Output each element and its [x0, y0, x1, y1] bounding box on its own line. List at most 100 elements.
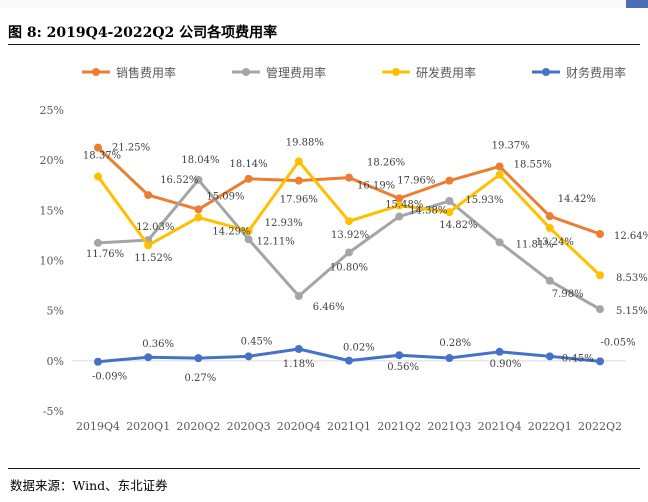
series-3-point	[545, 223, 554, 232]
data-label: 14.38%	[409, 206, 447, 217]
series-3-point	[445, 208, 454, 217]
legend-swatch-marker	[92, 68, 100, 76]
series-4-point	[244, 352, 253, 361]
series-4-point	[294, 344, 303, 353]
series-3-point	[596, 271, 604, 280]
series-2-point	[345, 248, 353, 257]
data-label: 19.88%	[286, 137, 324, 148]
series-3-point	[244, 227, 253, 236]
data-label: 12.03%	[136, 222, 174, 233]
series-2-point	[495, 238, 504, 247]
series-1-point	[345, 173, 353, 182]
y-tick-label: 10%	[40, 255, 64, 268]
data-label: 11.76%	[86, 249, 124, 260]
series-1-point	[495, 162, 504, 171]
legend-swatch-marker	[242, 68, 250, 76]
data-label: 21.25%	[112, 143, 150, 154]
legend-label: 销售费用率	[116, 65, 176, 80]
data-label: 7.98%	[552, 289, 584, 300]
chart-legend: 销售费用率 管理费用率 研发费用率 财务费用率	[82, 65, 626, 80]
data-label: 14.42%	[558, 194, 596, 205]
series-4-point	[545, 352, 554, 361]
data-label: 18.04%	[181, 155, 219, 166]
data-label: 1.18%	[283, 359, 315, 370]
data-label: 13.92%	[331, 230, 369, 241]
y-tick-label: 0%	[47, 355, 64, 368]
x-tick-label: 2021Q3	[427, 420, 471, 433]
y-tick-label: 25%	[40, 104, 64, 117]
legend-label: 研发费用率	[416, 65, 476, 80]
data-label: 15.93%	[465, 195, 503, 206]
chart-plot	[94, 143, 604, 366]
series-1-point	[194, 205, 203, 214]
data-label: 0.45%	[562, 353, 594, 364]
series-4-point	[194, 354, 203, 363]
data-label: 13.24%	[536, 237, 574, 248]
data-label: 14.29%	[212, 226, 250, 237]
series-4-point	[596, 357, 604, 366]
legend-swatch-marker	[392, 68, 400, 76]
x-tick-label: 2020Q4	[277, 420, 321, 433]
data-label: 16.19%	[357, 180, 395, 191]
data-label: 15.09%	[206, 191, 244, 202]
figure-title: 图 8: 2019Q4-2022Q2 公司各项费用率	[8, 25, 278, 41]
data-label: 0.28%	[439, 338, 471, 349]
data-label: -0.05%	[600, 337, 635, 348]
series-2-point	[294, 292, 303, 301]
data-label: 0.90%	[490, 359, 522, 370]
data-label: 12.64%	[614, 231, 648, 242]
data-label: 11.52%	[134, 253, 172, 264]
data-label: 8.53%	[616, 273, 648, 284]
series-4-point	[94, 357, 102, 366]
series-2-point	[94, 238, 102, 247]
legend-label: 管理费用率	[266, 65, 326, 80]
data-label: 17.96%	[397, 176, 435, 187]
series-4-point	[144, 353, 153, 362]
top-band	[0, 0, 648, 8]
data-label: -0.09%	[92, 372, 127, 383]
source-note: 数据来源：Wind、东北证券	[10, 478, 168, 493]
series-3-point	[495, 170, 504, 179]
data-label: 11.81%	[516, 239, 554, 250]
data-label: 19.37%	[492, 140, 530, 151]
series-3-point	[395, 201, 404, 210]
series-1-point	[244, 174, 253, 183]
series-3-point	[194, 213, 203, 222]
x-tick-label: 2019Q4	[76, 420, 120, 433]
x-tick-label: 2022Q2	[578, 420, 622, 433]
legend-swatch-marker	[542, 68, 550, 76]
y-tick-label: 15%	[40, 204, 64, 217]
series-2-point	[244, 235, 253, 244]
data-label: 18.37%	[83, 151, 121, 162]
series-3-point	[94, 172, 102, 181]
series-2-point	[395, 212, 404, 221]
series-1-point	[94, 143, 102, 152]
series-1-point	[294, 176, 303, 185]
data-label: 0.36%	[142, 339, 174, 350]
series-2-point	[194, 175, 203, 184]
data-label: 15.48%	[385, 200, 423, 211]
x-tick-label: 2020Q3	[227, 420, 271, 433]
x-tick-label: 2021Q1	[327, 420, 371, 433]
data-label: 6.46%	[313, 302, 345, 313]
x-tick-label: 2021Q4	[478, 420, 522, 433]
series-3-point	[345, 217, 353, 226]
data-label: 17.96%	[280, 195, 318, 206]
x-tick-label: 2020Q2	[176, 420, 220, 433]
x-tick-label: 2022Q1	[528, 420, 572, 433]
data-label: 16.52%	[160, 175, 198, 186]
data-label: 0.27%	[185, 373, 217, 384]
chart-data-labels: 21.25% 16.52% 15.09% 18.14% 17.96% 18.26% 16.1…	[83, 137, 648, 384]
series-2-point	[545, 276, 554, 285]
y-tick-label: -5%	[43, 405, 64, 418]
data-label: 12.93%	[265, 218, 303, 229]
line-chart: 销售费用率 管理费用率 研发费用率 财务费用率 -5% 0% 5% 10% 15% 20% 25%…	[40, 65, 648, 433]
series-1-point	[596, 230, 604, 239]
series-1-point	[545, 212, 554, 221]
data-label: 10.80%	[330, 262, 368, 273]
series-2-point	[445, 197, 454, 206]
brand-accent	[626, 0, 648, 8]
series-1-point	[395, 194, 404, 203]
series-1-point	[445, 176, 454, 185]
series-2-point	[596, 305, 604, 314]
